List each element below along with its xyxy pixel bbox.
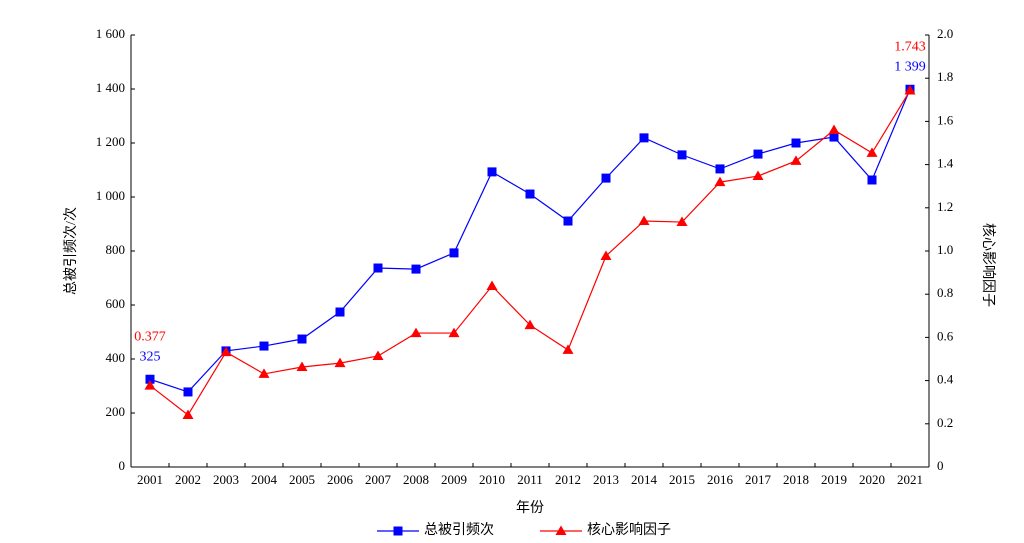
y-axis-title: 总被引频次/次 <box>63 207 79 295</box>
x-tick-label: 2019 <box>821 472 847 487</box>
data-point <box>714 176 726 187</box>
y2-axis-title: 核心影响因子 <box>980 223 996 307</box>
y-tick-label: 0 <box>119 458 126 473</box>
x-tick-label: 2009 <box>441 472 467 487</box>
data-point <box>449 248 459 258</box>
legend-marker <box>393 526 403 536</box>
data-label: 1 399 <box>894 59 926 74</box>
y-tick-label: 200 <box>106 404 126 419</box>
y-tick-label: 400 <box>106 350 126 365</box>
data-point <box>715 164 725 174</box>
data-point <box>487 167 497 177</box>
data-point <box>335 307 345 317</box>
data-point <box>866 147 878 157</box>
data-point <box>791 138 801 148</box>
y-tick-label: 600 <box>106 296 126 311</box>
data-point <box>448 327 460 338</box>
x-tick-label: 2015 <box>669 472 695 487</box>
x-tick-label: 2005 <box>289 472 315 487</box>
x-tick-label: 2004 <box>251 472 278 487</box>
data-point <box>258 368 270 378</box>
x-tick-label: 2003 <box>213 472 239 487</box>
y2-tick-label: 1.8 <box>937 69 953 84</box>
y2-tick-label: 1.2 <box>937 199 953 214</box>
data-point <box>600 250 612 260</box>
data-point <box>486 280 498 290</box>
data-point <box>259 341 269 351</box>
data-point <box>639 133 649 143</box>
y2-tick-label: 0.8 <box>937 285 953 300</box>
y2-tick-label: 0 <box>937 458 944 473</box>
x-tick-label: 2021 <box>897 472 923 487</box>
x-tick-label: 2007 <box>365 472 392 487</box>
data-label: 0.377 <box>134 329 166 344</box>
data-point <box>563 216 573 226</box>
data-point <box>790 155 802 165</box>
data-point <box>372 350 384 360</box>
x-tick-label: 2018 <box>783 472 809 487</box>
data-point <box>373 263 383 273</box>
y2-tick-label: 0.2 <box>937 415 953 430</box>
data-point <box>562 344 574 354</box>
data-point <box>601 173 611 183</box>
x-tick-label: 2012 <box>555 472 581 487</box>
data-point <box>638 215 650 225</box>
x-tick-label: 2006 <box>327 472 354 487</box>
data-point <box>828 124 840 135</box>
legend-marker <box>555 525 567 535</box>
data-point <box>524 319 536 330</box>
data-point <box>676 216 688 227</box>
y-tick-label: 800 <box>106 242 126 257</box>
y-tick-label: 1 000 <box>96 188 125 203</box>
x-tick-label: 2013 <box>593 472 619 487</box>
x-axis-title: 年份 <box>516 500 544 516</box>
y-tick-label: 1 200 <box>96 134 125 149</box>
data-point <box>145 374 155 384</box>
y2-tick-label: 1.4 <box>937 156 954 171</box>
x-tick-label: 2020 <box>859 472 885 487</box>
data-point <box>867 175 877 185</box>
y2-tick-label: 0.4 <box>937 372 954 387</box>
x-tick-label: 2001 <box>137 472 163 487</box>
y-tick-label: 1 600 <box>96 26 125 41</box>
y2-tick-label: 1.0 <box>937 242 953 257</box>
data-point <box>183 387 193 397</box>
data-point <box>144 380 156 390</box>
data-point <box>525 189 535 199</box>
legend-label: 总被引频次 <box>424 522 494 538</box>
x-tick-label: 2008 <box>403 472 429 487</box>
x-tick-label: 2014 <box>631 472 658 487</box>
data-label: 325 <box>140 349 161 364</box>
data-point <box>752 170 764 181</box>
data-point <box>410 327 422 338</box>
x-tick-label: 2016 <box>707 472 734 487</box>
y2-tick-label: 2.0 <box>937 26 953 41</box>
y2-tick-label: 1.6 <box>937 112 954 127</box>
data-point <box>182 409 194 419</box>
legend-label: 核心影响因子 <box>587 522 671 538</box>
data-point <box>677 150 687 160</box>
x-tick-label: 2011 <box>517 472 543 487</box>
data-point <box>296 361 308 371</box>
data-point <box>297 334 307 344</box>
data-point <box>334 357 346 368</box>
y-tick-label: 1 400 <box>96 80 125 95</box>
x-tick-label: 2017 <box>745 472 772 487</box>
data-point <box>411 264 421 274</box>
data-point <box>753 149 763 159</box>
data-label: 1.743 <box>894 39 926 54</box>
x-tick-label: 2010 <box>479 472 505 487</box>
data-point <box>220 346 232 357</box>
data-point <box>829 132 839 142</box>
data-point <box>904 85 916 95</box>
x-tick-label: 2002 <box>175 472 201 487</box>
y2-tick-label: 0.6 <box>937 328 954 343</box>
